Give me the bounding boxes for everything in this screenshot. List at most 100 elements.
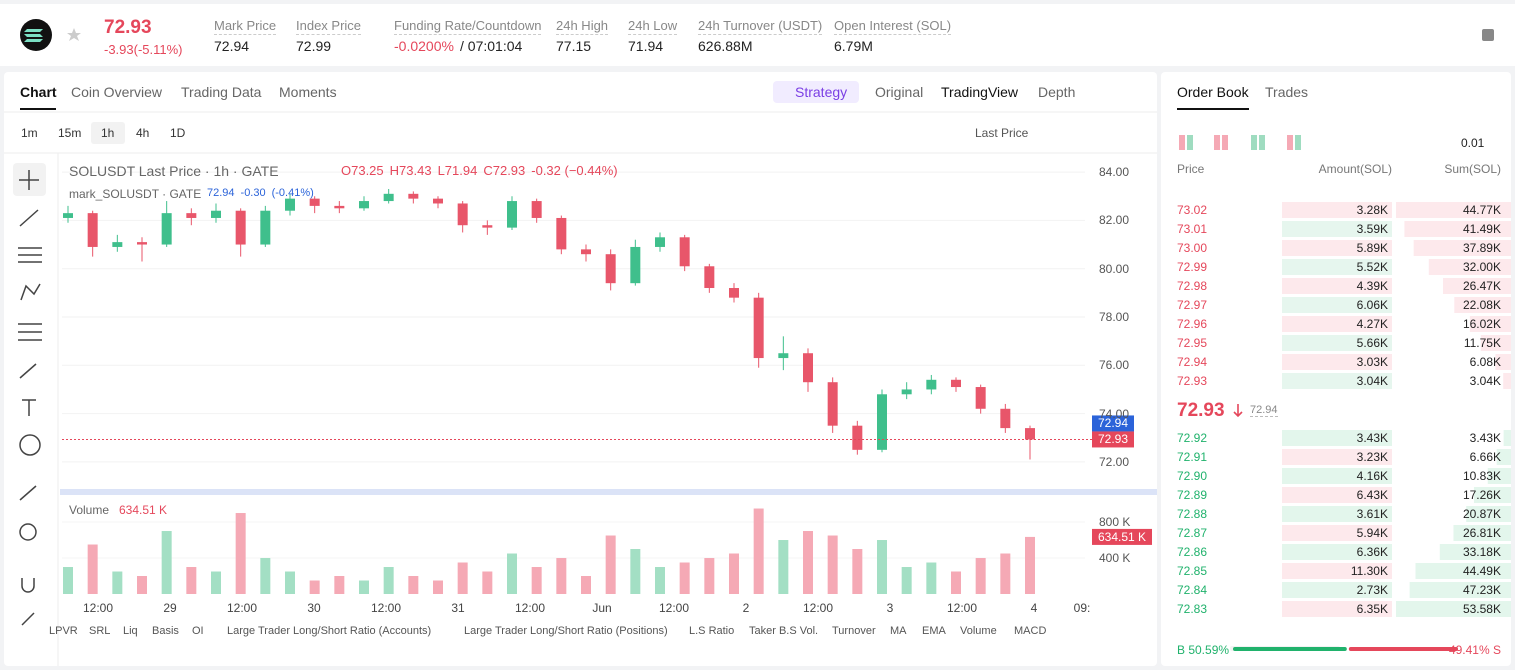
volume-bar <box>729 553 739 594</box>
candle-body <box>630 246 641 284</box>
book-price: 72.88 <box>1177 507 1208 521</box>
column-header: Price <box>1177 162 1205 176</box>
x-tick-label: 12:00 <box>82 601 114 615</box>
book-price: 72.83 <box>1177 602 1208 616</box>
indicator[interactable]: MA <box>890 625 907 637</box>
volume-bar <box>951 571 961 594</box>
settings-icon[interactable] <box>1482 29 1494 41</box>
interval[interactable]: 1D <box>170 126 186 140</box>
view-tab[interactable]: Depth <box>1038 84 1076 100</box>
stat-value: 626.88M <box>698 38 753 54</box>
legend-value: (-0.41%) <box>271 187 314 199</box>
book-sum: 33.18K <box>1462 545 1501 559</box>
amount-bar <box>1282 563 1392 579</box>
amount-bar <box>1282 316 1392 332</box>
indicator[interactable]: MACD <box>1014 625 1047 637</box>
x-tick-label: 12:00 <box>946 601 978 615</box>
interval[interactable]: 1h <box>101 126 115 140</box>
book-amount: 3.43K <box>1356 431 1388 445</box>
book-price: 73.01 <box>1177 222 1208 236</box>
buy-ratio-bar <box>1233 647 1347 651</box>
indicator[interactable]: OI <box>192 625 204 637</box>
amount-bar <box>1282 525 1392 541</box>
depth-bar <box>1404 221 1511 237</box>
chart-tab[interactable]: Chart <box>20 84 57 100</box>
book-amount: 6.43K <box>1356 488 1388 502</box>
candle-body <box>852 425 863 450</box>
volume-bar <box>1000 553 1011 594</box>
amount-bar <box>1282 601 1392 617</box>
indicator[interactable]: LPVR <box>49 625 78 637</box>
volume-bar <box>803 531 813 594</box>
depth-bar <box>1453 525 1511 541</box>
book-layout-icon <box>1222 135 1228 150</box>
volume-bar <box>605 535 616 594</box>
candle-body <box>556 217 567 250</box>
amount-bar <box>1282 544 1392 560</box>
candle-body <box>186 213 197 218</box>
candle-body <box>260 210 271 245</box>
indicator[interactable]: Large Trader Long/Short Ratio (Accounts) <box>227 625 432 637</box>
interval[interactable]: 1m <box>21 126 38 140</box>
book-amount: 2.73K <box>1356 583 1388 597</box>
candle-body <box>951 379 961 388</box>
volume-bar <box>655 567 665 594</box>
tab-underline <box>20 108 56 110</box>
view-tab[interactable]: Strategy <box>795 84 848 100</box>
stat-value: 77.15 <box>556 38 592 54</box>
candle-body <box>334 205 345 209</box>
chart-tab[interactable]: Moments <box>279 84 337 100</box>
depth-bar <box>1439 544 1511 560</box>
stat-value: 72.99 <box>296 38 332 54</box>
volume-tag <box>1092 528 1152 545</box>
chart-tab[interactable]: Coin Overview <box>71 84 163 100</box>
amount-bar <box>1282 354 1392 370</box>
volume-bar <box>827 535 838 594</box>
book-price: 72.95 <box>1177 336 1208 350</box>
indicator[interactable]: Liq <box>123 625 138 637</box>
stat-label: Funding Rate/Countdown <box>394 18 542 35</box>
book-layout-icon <box>1259 135 1265 150</box>
indicator[interactable]: Turnover <box>832 625 876 637</box>
y-tick-label: 72.00 <box>1099 454 1130 469</box>
book-sum: 16.02K <box>1462 317 1501 331</box>
book-tab[interactable]: Order Book <box>1177 84 1249 100</box>
depth-bar <box>1413 240 1511 256</box>
book-tab[interactable]: Trades <box>1265 84 1309 100</box>
indicator[interactable]: Large Trader Long/Short Ratio (Positions… <box>464 625 668 637</box>
stat-value: 71.94 <box>628 38 664 54</box>
amount-bar <box>1282 430 1392 446</box>
interval[interactable]: 4h <box>136 126 150 140</box>
book-layout-icon <box>1214 135 1220 150</box>
price-mode[interactable]: Last Price <box>975 126 1029 140</box>
indicator[interactable]: Basis <box>152 625 179 637</box>
volume-tag-label: 634.51 K <box>1098 529 1147 544</box>
book-amount: 4.27K <box>1356 317 1388 331</box>
indicator[interactable]: EMA <box>922 625 946 637</box>
view-tab[interactable]: TradingView <box>941 84 1019 100</box>
precision[interactable]: 0.01 <box>1461 136 1485 150</box>
x-tick-label: 4 <box>1030 601 1038 615</box>
book-price: 72.97 <box>1177 298 1208 312</box>
indicator[interactable]: SRL <box>89 625 111 637</box>
candle-body <box>827 382 838 426</box>
book-price: 73.02 <box>1177 203 1208 217</box>
view-tab[interactable]: Original <box>875 84 924 100</box>
interval[interactable]: 15m <box>58 126 82 140</box>
favorite-star[interactable] <box>67 28 81 41</box>
volume-bar <box>753 508 764 594</box>
indicator[interactable]: L.S Ratio <box>689 625 735 637</box>
chart-tab[interactable]: Trading Data <box>181 84 262 100</box>
volume-bar <box>383 567 394 594</box>
volume-tick-label: 400 K <box>1099 551 1131 565</box>
y-tick-label: 78.00 <box>1099 309 1130 324</box>
indicator[interactable]: Taker B.S Vol. <box>749 625 819 637</box>
indicator[interactable]: Volume <box>960 625 997 637</box>
volume-bar <box>877 540 887 594</box>
drawing-tools[interactable] <box>18 170 42 626</box>
amount-bar <box>1282 506 1392 522</box>
y-tick-label: 74.00 <box>1099 406 1130 421</box>
pane-divider <box>60 489 1157 495</box>
book-price: 72.93 <box>1177 374 1208 388</box>
book-sum: 26.47K <box>1462 279 1501 293</box>
